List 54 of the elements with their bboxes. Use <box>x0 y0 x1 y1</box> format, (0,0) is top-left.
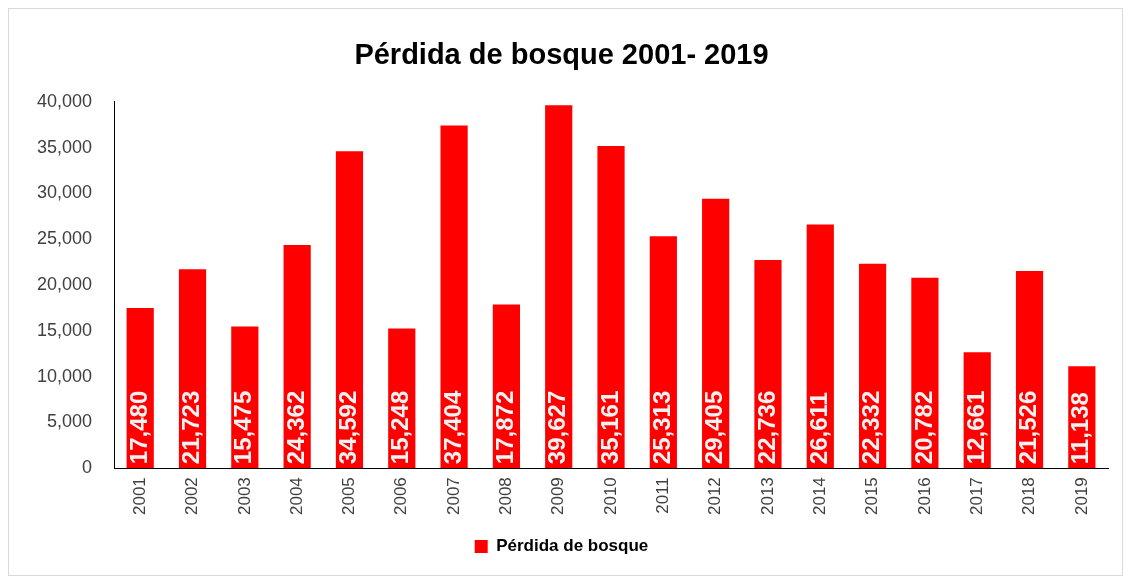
data-label: 20,782 <box>909 390 937 465</box>
data-label: 24,362 <box>281 390 309 465</box>
data-label: 26,611 <box>804 392 832 465</box>
bar <box>545 105 573 469</box>
x-tick-label: 2007 <box>443 477 463 516</box>
data-label: 21,526 <box>1014 390 1042 465</box>
bar <box>335 151 364 469</box>
x-tick-label: 2019 <box>1071 477 1091 516</box>
x-tick-label: 2005 <box>339 477 359 516</box>
x-tick-label: 2002 <box>182 477 202 516</box>
x-tick-label: 2012 <box>705 477 725 516</box>
chart-title: Pérdida de bosque 2001- 2019 <box>354 38 769 71</box>
x-tick-label: 2006 <box>391 477 411 516</box>
y-tick-label: 20,000 <box>36 273 93 294</box>
bar <box>754 259 782 469</box>
y-tick-label: 30,000 <box>36 182 93 203</box>
data-label: 22,332 <box>857 390 885 465</box>
x-tick-label: 2014 <box>809 477 829 516</box>
bar <box>440 125 468 469</box>
x-tick-label: 2011 <box>653 477 673 514</box>
y-tick-label: 15,000 <box>36 319 93 340</box>
data-label: 39,627 <box>543 390 571 465</box>
y-tick-label: 10,000 <box>36 365 93 386</box>
data-label: 15,475 <box>229 390 257 465</box>
x-tick-label: 2008 <box>496 477 516 516</box>
data-label: 22,736 <box>752 390 780 465</box>
data-label: 37,404 <box>438 390 466 465</box>
y-tick-label: 0 <box>82 457 93 478</box>
data-label: 35,161 <box>595 390 623 465</box>
x-tick-label: 2001 <box>129 477 149 516</box>
data-label: 17,480 <box>124 390 152 465</box>
y-tick-label: 25,000 <box>36 228 93 249</box>
data-label: 21,723 <box>177 390 205 465</box>
x-tick-label: 2010 <box>600 477 620 516</box>
bar <box>597 146 625 469</box>
y-tick-label: 40,000 <box>36 90 93 111</box>
y-tick-label: 5,000 <box>47 411 93 432</box>
x-tick-label: 2013 <box>757 477 777 516</box>
x-tick-label: 2015 <box>862 477 882 516</box>
x-tick-label: 2003 <box>234 477 254 516</box>
x-tick-label: 2016 <box>914 477 934 516</box>
x-tick-label: 2009 <box>548 477 568 516</box>
legend-label: Pérdida de bosque <box>496 536 649 556</box>
x-tick-label: 2004 <box>286 477 306 516</box>
data-label: 25,313 <box>647 390 675 465</box>
data-label: 17,872 <box>491 390 519 465</box>
data-label: 15,248 <box>386 390 414 465</box>
data-label: 12,661 <box>961 390 989 465</box>
y-tick-label: 35,000 <box>36 136 93 157</box>
x-tick-label: 2018 <box>1019 477 1039 516</box>
data-label: 34,592 <box>334 390 362 465</box>
data-label: 11,138 <box>1066 392 1094 465</box>
x-tick-label: 2017 <box>966 477 986 516</box>
data-label: 29,405 <box>700 390 728 465</box>
